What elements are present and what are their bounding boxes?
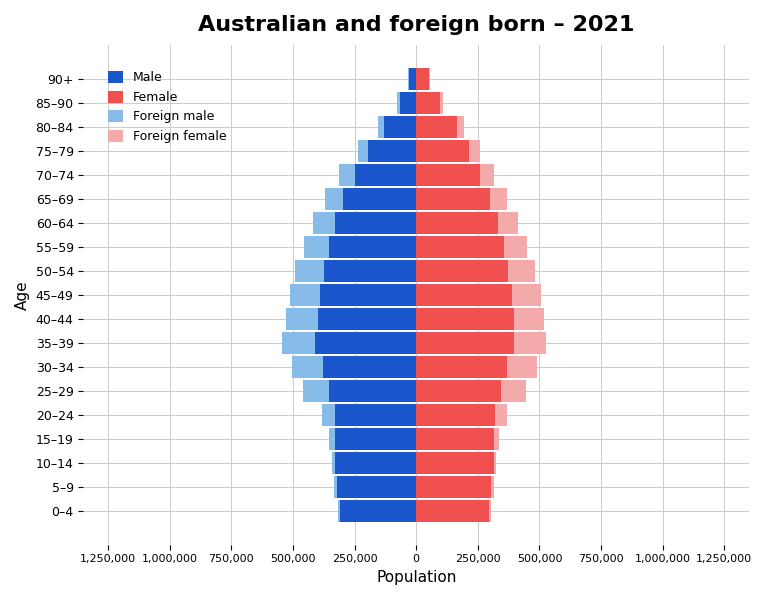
- Bar: [417, 164, 480, 186]
- Bar: [340, 500, 417, 522]
- Bar: [325, 188, 417, 210]
- Bar: [340, 164, 417, 186]
- Bar: [417, 284, 541, 306]
- Bar: [408, 68, 417, 90]
- Bar: [417, 332, 514, 354]
- Bar: [343, 188, 417, 210]
- Bar: [384, 116, 417, 138]
- Bar: [335, 212, 417, 234]
- Bar: [320, 284, 417, 306]
- Bar: [417, 68, 430, 90]
- Bar: [335, 452, 417, 474]
- Bar: [282, 332, 417, 354]
- Bar: [417, 428, 494, 450]
- Bar: [397, 92, 417, 114]
- Bar: [417, 164, 494, 186]
- Bar: [335, 428, 417, 450]
- Title: Australian and foreign born – 2021: Australian and foreign born – 2021: [198, 15, 634, 35]
- Bar: [417, 92, 444, 114]
- Bar: [417, 308, 544, 330]
- Bar: [417, 188, 507, 210]
- Bar: [417, 212, 518, 234]
- Bar: [417, 260, 535, 282]
- Bar: [417, 308, 514, 330]
- Bar: [410, 68, 417, 90]
- Bar: [304, 236, 417, 258]
- Bar: [417, 236, 527, 258]
- Bar: [417, 404, 507, 426]
- Bar: [417, 116, 464, 138]
- Legend: Male, Female, Foreign male, Foreign female: Male, Female, Foreign male, Foreign fema…: [103, 66, 232, 148]
- Bar: [417, 116, 457, 138]
- Bar: [417, 500, 490, 522]
- Bar: [417, 428, 499, 450]
- Bar: [330, 428, 417, 450]
- Bar: [417, 476, 494, 498]
- Bar: [329, 380, 417, 402]
- X-axis label: Population: Population: [376, 570, 457, 585]
- Bar: [417, 92, 440, 114]
- Bar: [335, 404, 417, 426]
- Bar: [329, 236, 417, 258]
- Bar: [292, 356, 417, 378]
- Bar: [417, 452, 494, 474]
- Bar: [378, 116, 417, 138]
- Bar: [417, 332, 546, 354]
- Bar: [322, 404, 417, 426]
- Bar: [368, 140, 417, 162]
- Bar: [417, 236, 504, 258]
- Bar: [313, 212, 417, 234]
- Bar: [334, 476, 417, 498]
- Bar: [417, 476, 491, 498]
- Y-axis label: Age: Age: [15, 280, 30, 310]
- Bar: [337, 476, 417, 498]
- Bar: [417, 212, 497, 234]
- Bar: [417, 404, 495, 426]
- Bar: [417, 500, 489, 522]
- Bar: [417, 452, 496, 474]
- Bar: [355, 164, 417, 186]
- Bar: [417, 140, 480, 162]
- Bar: [417, 68, 429, 90]
- Bar: [286, 308, 417, 330]
- Bar: [417, 188, 490, 210]
- Bar: [323, 260, 417, 282]
- Bar: [417, 356, 537, 378]
- Bar: [290, 284, 417, 306]
- Bar: [333, 452, 417, 474]
- Bar: [323, 356, 417, 378]
- Bar: [417, 284, 512, 306]
- Bar: [400, 92, 417, 114]
- Bar: [417, 260, 508, 282]
- Bar: [303, 380, 417, 402]
- Bar: [358, 140, 417, 162]
- Bar: [417, 380, 526, 402]
- Bar: [417, 140, 469, 162]
- Bar: [338, 500, 417, 522]
- Bar: [417, 380, 501, 402]
- Bar: [317, 308, 417, 330]
- Bar: [315, 332, 417, 354]
- Bar: [417, 356, 507, 378]
- Bar: [296, 260, 417, 282]
